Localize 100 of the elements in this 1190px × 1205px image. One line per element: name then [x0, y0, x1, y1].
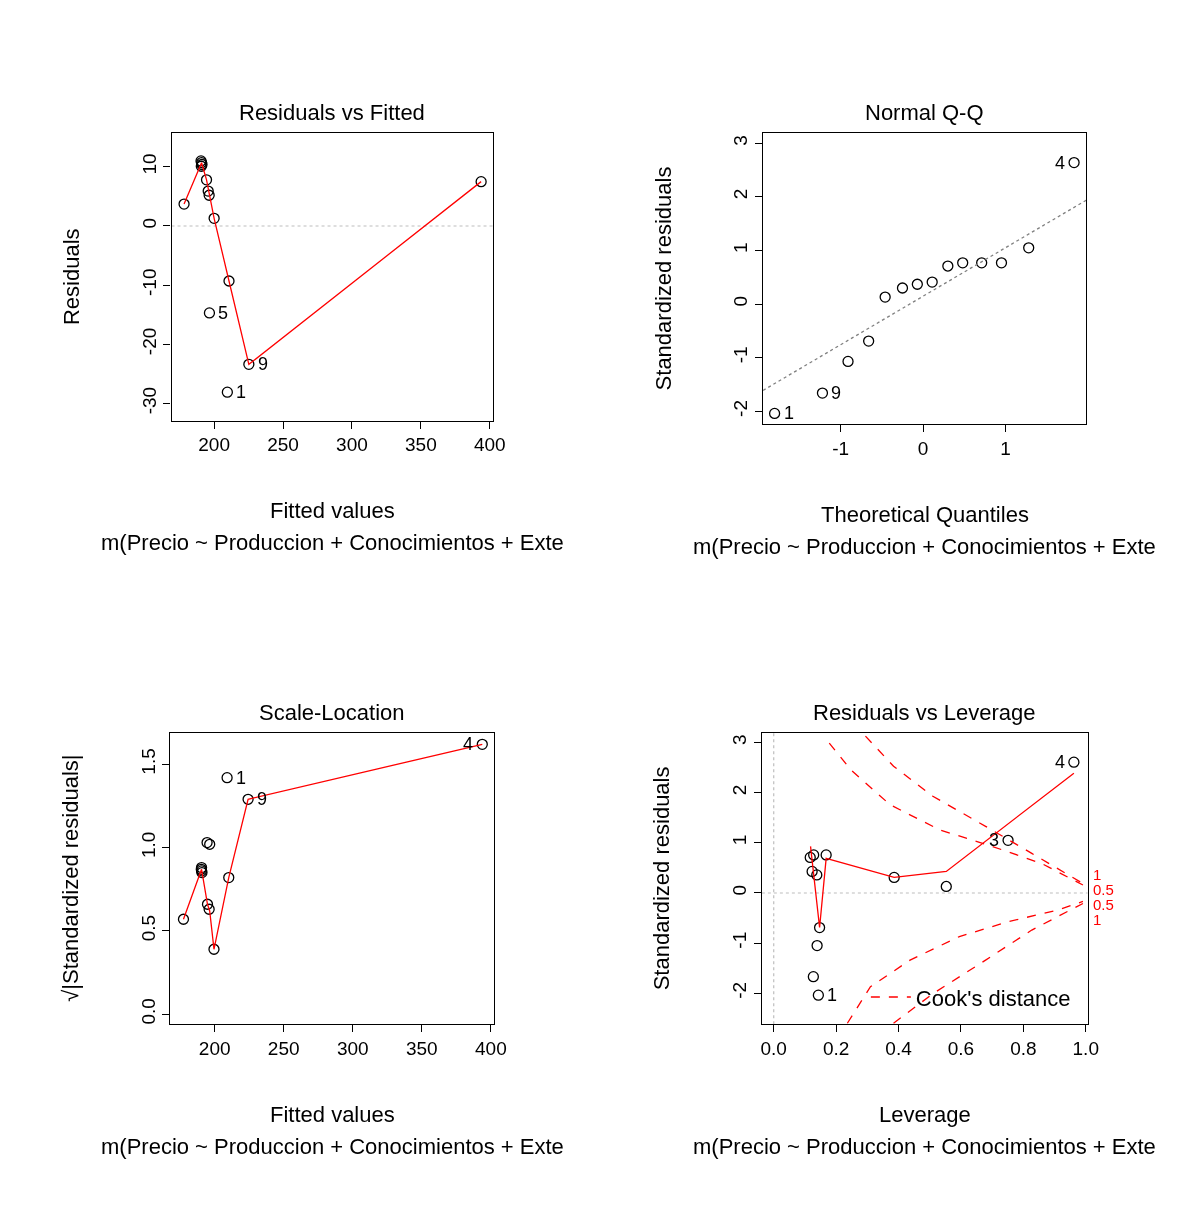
text: m(Precio ~ Produccion + Conocimientos + Exte: [101, 530, 564, 555]
legend-label: Cook's distance: [915, 985, 1071, 1011]
y-tick-label: 0: [730, 295, 752, 307]
chart-title: Residuals vs Fitted: [239, 100, 425, 125]
y-tick-label: 1: [729, 834, 751, 846]
point: [820, 849, 832, 861]
y-axis-title: Residuals: [58, 228, 84, 326]
point: [807, 971, 819, 983]
point: [816, 387, 829, 399]
point: [940, 880, 952, 893]
point: [476, 738, 488, 750]
chart-title: Normal Q-Q: [865, 100, 984, 125]
text: m(Precio ~ Produccion + Conocimientos + Exte: [693, 534, 1156, 559]
x-tick-label: -1: [832, 438, 850, 460]
point: [804, 851, 816, 864]
x-axis-title: Fitted values: [270, 1102, 395, 1127]
y-tick-label: 2: [730, 188, 752, 200]
x-tick-label: 400: [474, 1038, 507, 1060]
point: [203, 903, 215, 915]
x-tick-label: 1: [1000, 438, 1011, 460]
point: [957, 257, 969, 269]
point: [200, 174, 213, 186]
point: [475, 175, 487, 188]
y-tick-label: -30: [138, 386, 160, 415]
annotation: 3: [989, 830, 1000, 850]
point: [896, 282, 909, 294]
y-tick-label: 0.5: [137, 914, 159, 942]
y-tick-label: 0: [138, 217, 160, 229]
point: [223, 871, 235, 884]
point: [203, 189, 215, 201]
y-tick-label: -2: [729, 981, 751, 999]
annotation: 1: [827, 985, 838, 1005]
point: [177, 913, 190, 925]
y-tick-label: 3: [729, 734, 751, 746]
x-tick-label: 300: [336, 1038, 369, 1060]
x-tick-label: 200: [198, 434, 230, 456]
x-tick-label: 0: [917, 438, 929, 460]
point: [243, 358, 255, 371]
point: [1068, 756, 1080, 768]
point: [223, 275, 235, 287]
x-tick-label: 250: [267, 1038, 300, 1060]
text: 0.5: [1093, 881, 1114, 898]
point: [806, 865, 818, 878]
y-tick-label: 1.0: [137, 831, 159, 858]
point: [202, 185, 214, 197]
x-tick-label: 350: [405, 1038, 438, 1060]
point: [1002, 834, 1014, 847]
point: [221, 386, 233, 398]
text: 1: [1093, 911, 1102, 928]
x-tick-label: 1.0: [1072, 1038, 1099, 1060]
y-tick-label: -10: [138, 268, 160, 296]
x-axis-title: Fitted values: [270, 498, 395, 523]
y-tick-label: 1: [730, 242, 752, 253]
x-tick-label: 200: [198, 1038, 231, 1060]
point: [879, 291, 891, 303]
point: [888, 871, 900, 884]
x-tick-label: 0.8: [1010, 1038, 1037, 1060]
point: [842, 355, 854, 368]
point: [808, 849, 820, 861]
x-axis-title: Theoretical Quantiles: [821, 502, 1029, 527]
y-axis-title: Standardized residuals: [649, 766, 675, 991]
point: [201, 898, 214, 910]
point: [942, 260, 954, 272]
point: [178, 198, 190, 210]
text: m(Precio ~ Produccion + Conocimientos + Exte: [693, 1134, 1156, 1159]
x-tick-label: 0.6: [947, 1038, 975, 1060]
x-tick-label: 350: [405, 434, 437, 456]
point: [911, 278, 923, 290]
x-tick-label: 0.4: [885, 1038, 913, 1060]
point: [811, 869, 823, 881]
point: [812, 989, 824, 1001]
point: [995, 257, 1008, 269]
chart-title: Scale-Location: [259, 700, 405, 725]
y-tick-label: -1: [730, 346, 752, 364]
y-tick-label: 1.5: [137, 748, 159, 775]
point: [863, 335, 875, 347]
annotation: 1: [236, 768, 247, 788]
annotation: 1: [784, 403, 795, 423]
point: [203, 307, 216, 319]
point: [811, 939, 823, 952]
point: [1068, 156, 1080, 169]
text: m(Precio ~ Produccion + Conocimientos + Exte: [101, 1134, 564, 1159]
point: [926, 276, 938, 288]
text: 0.5: [1093, 896, 1114, 913]
y-axis-title: √|Standardized residuals|: [57, 754, 83, 1002]
point: [768, 407, 781, 420]
point: [976, 257, 988, 269]
annotation: 9: [831, 383, 842, 403]
y-tick-label: -2: [730, 399, 752, 417]
annotation: 4: [1055, 752, 1066, 772]
annotation: 4: [1055, 153, 1066, 173]
y-tick-label: 0: [729, 884, 751, 896]
text: 1: [1093, 866, 1102, 883]
annotation: 1: [236, 382, 247, 402]
annotation: 9: [258, 354, 269, 374]
x-tick-label: 400: [473, 434, 506, 456]
y-tick-label: 10: [138, 153, 160, 175]
x-tick-label: 0.2: [822, 1038, 850, 1060]
point: [242, 793, 254, 805]
y-tick-label: -20: [138, 327, 160, 356]
